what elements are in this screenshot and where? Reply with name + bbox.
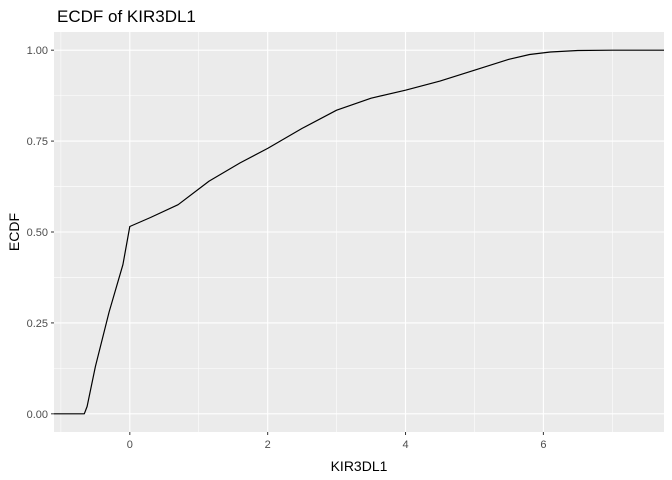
series-layer	[54, 49, 664, 415]
y-axis: 0.00 0.25 0.50 0.75 1.00	[27, 45, 54, 421]
x-tick-label: 0	[127, 439, 133, 451]
x-tick-label: 4	[402, 439, 408, 451]
grid-lines	[54, 32, 664, 432]
y-tick-label: 0.00	[27, 409, 48, 421]
x-tick-label: 2	[265, 439, 271, 451]
y-axis-title: ECDF	[6, 213, 22, 251]
ecdf-line	[54, 49, 664, 415]
x-tick-label: 6	[540, 439, 546, 451]
x-axis: 0 2 4 6	[127, 432, 546, 451]
y-tick-label: 0.75	[27, 136, 48, 148]
chart-title: ECDF of KIR3DL1	[57, 7, 196, 26]
y-tick-label: 0.50	[27, 227, 48, 239]
y-tick-label: 1.00	[27, 45, 48, 57]
x-axis-title: KIR3DL1	[331, 458, 388, 474]
y-tick-label: 0.25	[27, 318, 48, 330]
